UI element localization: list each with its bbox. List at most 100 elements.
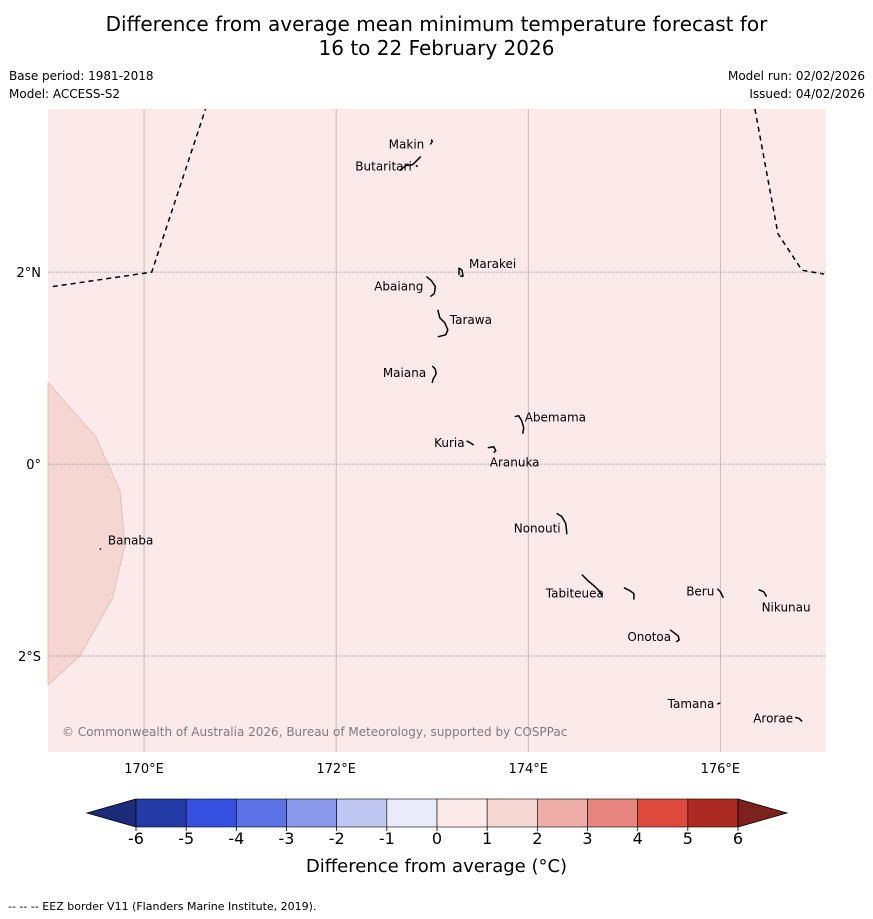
island-aranuka: Aranuka — [487, 445, 540, 470]
colorbar-segment — [135, 798, 187, 828]
west-region-shape — [47, 381, 126, 686]
axis-tick-labels: 170°E 172°E 174°E 176°E 2°N 0° 2°S — [17, 266, 741, 777]
island-nonouti: Nonouti — [514, 512, 568, 535]
island-outline — [458, 267, 464, 277]
island-outline — [429, 139, 434, 145]
colorbar-segment — [637, 798, 689, 828]
island-outline — [556, 512, 568, 535]
island-banaba: Banaba — [99, 534, 154, 551]
island-outline — [717, 702, 721, 705]
island-label: Nikunau — [762, 601, 811, 615]
island-outline — [758, 588, 768, 598]
island-outline — [431, 365, 437, 384]
colorbar-segment — [587, 798, 638, 828]
colorbar-extend-high — [737, 798, 789, 828]
issued-date: Issued: 04/02/2026 — [749, 87, 865, 101]
map-background — [48, 109, 826, 752]
island-label: Abemama — [525, 411, 586, 425]
island-maiana: Maiana — [383, 365, 437, 384]
colorbar-label: Difference from average (°C) — [305, 856, 568, 877]
colorbar-tick-label: 2 — [532, 829, 542, 848]
colorbar-tick-label: -6 — [128, 829, 144, 848]
island-label: Tabiteuea — [545, 587, 604, 601]
island-outline — [99, 548, 102, 551]
colorbar-tick-label: 1 — [482, 829, 492, 848]
eez-footnote: -- -- -- EEZ border V11 (Flanders Marine… — [8, 900, 317, 913]
island-label: Kuria — [434, 436, 465, 450]
island-marakei: Marakei — [458, 257, 516, 277]
colorbar-tick-label: 4 — [633, 829, 643, 848]
eez-border-line — [52, 108, 207, 288]
colorbar-tick-label: -2 — [329, 829, 345, 848]
meta-right: Model run: 02/02/2026 Issued: 04/02/2026 — [728, 69, 865, 105]
colorbar-tick-label: 3 — [582, 829, 592, 848]
island-outline — [514, 414, 525, 434]
lat-tick-label: 2°S — [18, 650, 41, 665]
island-outline — [415, 164, 419, 168]
island-label: Aranuka — [490, 456, 540, 470]
colorbar-tick-label: 0 — [432, 829, 442, 848]
island-arorae: Arorae — [753, 711, 803, 725]
title-line-1: Difference from average mean minimum tem… — [105, 12, 768, 36]
lon-tick-label: 174°E — [508, 762, 548, 777]
lon-tick-label: 176°E — [701, 762, 741, 777]
chart-title: Difference from average mean minimum tem… — [0, 12, 873, 60]
island-tamana: Tamana — [667, 697, 721, 711]
colorbar-tick-label: 5 — [683, 829, 693, 848]
island-label: Banaba — [108, 534, 154, 548]
colorbar-segment — [486, 798, 538, 828]
island-label: Nonouti — [514, 521, 561, 535]
meta-left: Base period: 1981-2018 Model: ACCESS-S2 — [9, 69, 154, 105]
island-label: Tarawa — [449, 313, 492, 327]
model-name: Model: ACCESS-S2 — [9, 87, 121, 101]
lon-tick-label: 170°E — [124, 762, 164, 777]
island-makin: Makin — [389, 138, 434, 152]
island-outline — [669, 629, 680, 643]
colorbar-segment — [336, 798, 388, 828]
graticule — [48, 109, 826, 752]
model-run: Model run: 02/02/2026 — [727, 69, 865, 83]
island-outline — [794, 716, 803, 722]
island-outline — [466, 440, 475, 446]
island-label: Makin — [389, 138, 425, 152]
island-label: Marakei — [469, 257, 516, 271]
colorbar-segment — [286, 798, 337, 828]
colorbar-segment — [687, 798, 739, 828]
island-butaritari: Butaritari — [355, 156, 422, 174]
island-label: Butaritari — [355, 160, 412, 174]
copyright-text: © Commonwealth of Australia 2026, Bureau… — [62, 725, 567, 739]
eez-border-line — [754, 108, 825, 275]
island-label: Tamana — [667, 697, 715, 711]
colorbar-segment — [436, 798, 488, 828]
lon-tick-label: 172°E — [316, 762, 356, 777]
island-tarawa: Tarawa — [437, 309, 492, 338]
island-outline — [425, 275, 437, 298]
island-layer: Makin Butaritari Marakei Abaiang Tarawa Maian… — [99, 138, 811, 725]
island-outline — [487, 445, 497, 454]
island-label: Arorae — [753, 711, 793, 725]
island-abaiang: Abaiang — [374, 275, 437, 298]
colorbar-extend-low — [85, 798, 137, 828]
lat-tick-label: 0° — [26, 458, 41, 473]
island-onotoa: Onotoa — [627, 629, 680, 644]
island-kuria: Kuria — [434, 436, 475, 450]
island-outline — [399, 156, 422, 172]
colorbar-segment — [185, 798, 237, 828]
west-anomaly-region — [47, 381, 126, 686]
island-outline — [437, 309, 449, 338]
colorbar-tick-label: -4 — [228, 829, 244, 848]
lat-tick-label: 2°N — [17, 266, 42, 281]
island-beru: Beru — [686, 585, 725, 599]
colorbar-tick-label: 6 — [733, 829, 743, 848]
colorbar-tick-label: -3 — [279, 829, 295, 848]
island-abemama: Abemama — [514, 411, 586, 434]
island-label: Onotoa — [627, 630, 671, 644]
island-outline — [623, 586, 635, 600]
island-outline — [581, 574, 603, 597]
colorbar-tick-label: -5 — [178, 829, 194, 848]
colorbar-tick-label: -1 — [379, 829, 395, 848]
eez-borders — [52, 108, 825, 288]
base-period: Base period: 1981-2018 — [9, 69, 154, 83]
island-label: Maiana — [383, 366, 426, 380]
